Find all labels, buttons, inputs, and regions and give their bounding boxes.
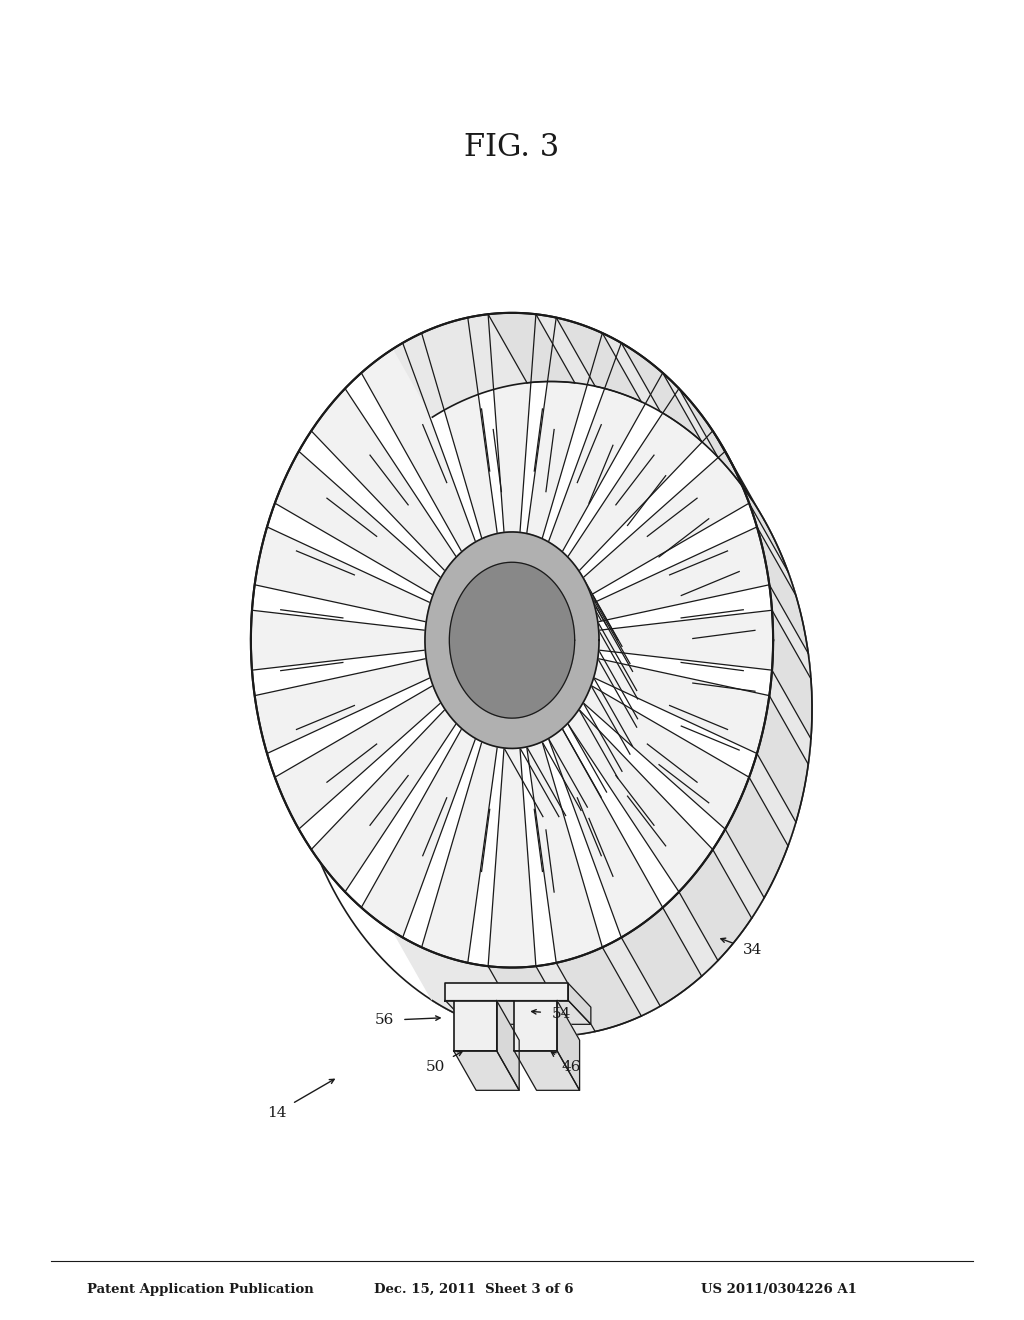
Polygon shape xyxy=(454,1051,519,1090)
Polygon shape xyxy=(526,742,602,962)
Text: 54: 54 xyxy=(552,1007,570,1020)
Polygon shape xyxy=(599,610,773,671)
Polygon shape xyxy=(725,451,788,572)
Polygon shape xyxy=(622,908,701,1006)
Polygon shape xyxy=(422,742,498,962)
Polygon shape xyxy=(757,696,808,822)
Text: US 2011/0304226 A1: US 2011/0304226 A1 xyxy=(701,1283,857,1296)
Polygon shape xyxy=(251,610,425,671)
Polygon shape xyxy=(274,451,441,595)
Polygon shape xyxy=(497,1001,519,1090)
Polygon shape xyxy=(445,1001,591,1024)
Text: 34: 34 xyxy=(743,944,762,957)
Polygon shape xyxy=(556,948,641,1031)
Polygon shape xyxy=(772,610,812,739)
Polygon shape xyxy=(567,388,713,572)
Polygon shape xyxy=(526,318,602,539)
Text: 14: 14 xyxy=(266,1106,287,1119)
Polygon shape xyxy=(251,313,773,968)
Polygon shape xyxy=(393,313,812,1036)
Polygon shape xyxy=(445,983,568,1001)
Polygon shape xyxy=(556,318,641,401)
Text: 50: 50 xyxy=(426,1060,444,1073)
Polygon shape xyxy=(454,1001,497,1051)
Polygon shape xyxy=(255,659,430,754)
Polygon shape xyxy=(568,983,591,1024)
Polygon shape xyxy=(514,1001,557,1051)
Polygon shape xyxy=(757,527,808,653)
Polygon shape xyxy=(422,318,498,539)
Polygon shape xyxy=(679,850,752,961)
Polygon shape xyxy=(488,313,574,383)
Text: 46: 46 xyxy=(561,1060,582,1073)
Polygon shape xyxy=(567,709,713,892)
Polygon shape xyxy=(361,729,475,937)
Text: Patent Application Publication: Patent Application Publication xyxy=(87,1283,313,1296)
Polygon shape xyxy=(594,659,769,754)
Polygon shape xyxy=(557,1001,580,1090)
Polygon shape xyxy=(488,313,536,532)
Polygon shape xyxy=(488,748,536,968)
Polygon shape xyxy=(622,343,701,441)
Polygon shape xyxy=(594,527,769,622)
Polygon shape xyxy=(514,1051,580,1090)
Polygon shape xyxy=(488,966,574,1036)
Polygon shape xyxy=(311,388,457,572)
Polygon shape xyxy=(255,527,430,622)
Polygon shape xyxy=(549,343,663,552)
Text: Dec. 15, 2011  Sheet 3 of 6: Dec. 15, 2011 Sheet 3 of 6 xyxy=(374,1283,573,1296)
Polygon shape xyxy=(679,388,752,499)
Polygon shape xyxy=(425,532,599,748)
Polygon shape xyxy=(583,451,750,595)
Polygon shape xyxy=(583,685,750,829)
Polygon shape xyxy=(361,343,475,552)
Polygon shape xyxy=(274,685,441,829)
Polygon shape xyxy=(725,777,788,898)
Polygon shape xyxy=(450,562,574,718)
Text: 56: 56 xyxy=(375,1014,393,1027)
Text: FIG. 3: FIG. 3 xyxy=(464,132,560,164)
Polygon shape xyxy=(549,729,663,937)
Polygon shape xyxy=(311,709,457,892)
